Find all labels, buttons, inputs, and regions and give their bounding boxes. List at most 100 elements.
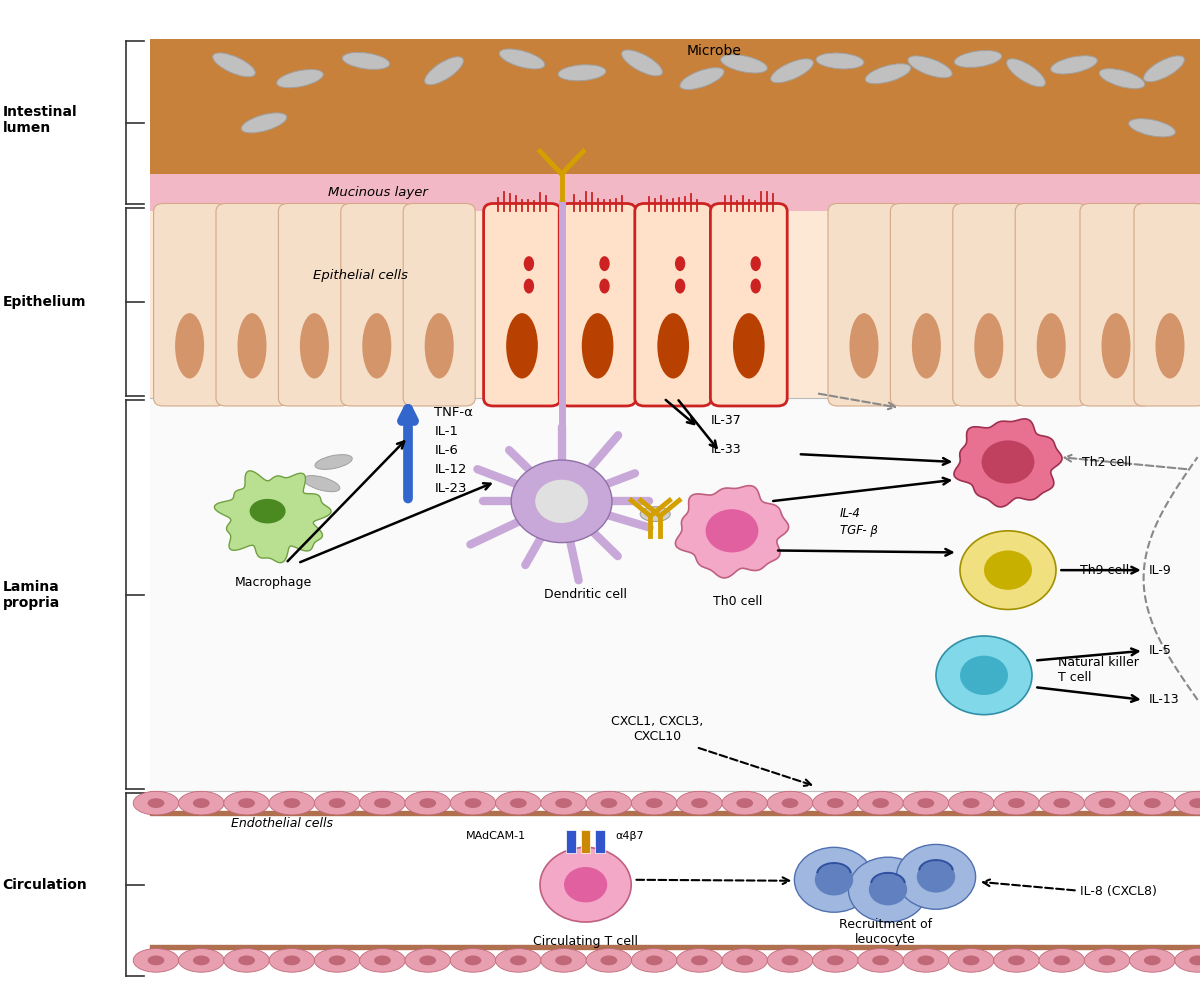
Ellipse shape: [269, 791, 314, 815]
Ellipse shape: [918, 798, 935, 808]
Circle shape: [848, 857, 928, 922]
Text: Microbe: Microbe: [686, 44, 742, 58]
Ellipse shape: [600, 798, 617, 808]
Ellipse shape: [556, 798, 572, 808]
FancyBboxPatch shape: [403, 203, 475, 406]
Ellipse shape: [342, 52, 390, 70]
Ellipse shape: [918, 955, 935, 965]
Circle shape: [511, 460, 612, 543]
Ellipse shape: [948, 791, 994, 815]
Ellipse shape: [1051, 56, 1097, 74]
Circle shape: [794, 847, 874, 912]
Ellipse shape: [558, 65, 606, 81]
Text: Circulation: Circulation: [2, 878, 88, 892]
Ellipse shape: [419, 798, 436, 808]
Ellipse shape: [314, 454, 353, 470]
Ellipse shape: [1054, 798, 1070, 808]
Text: IL-33: IL-33: [710, 442, 742, 456]
Ellipse shape: [1175, 949, 1200, 972]
Polygon shape: [676, 486, 788, 578]
Polygon shape: [954, 419, 1062, 507]
FancyBboxPatch shape: [484, 203, 560, 406]
Ellipse shape: [962, 955, 979, 965]
Ellipse shape: [1099, 69, 1145, 88]
Ellipse shape: [733, 314, 764, 378]
Ellipse shape: [646, 798, 662, 808]
Ellipse shape: [404, 791, 450, 815]
Ellipse shape: [827, 955, 844, 965]
Ellipse shape: [691, 955, 708, 965]
Ellipse shape: [599, 278, 610, 294]
Ellipse shape: [269, 949, 314, 972]
Circle shape: [982, 440, 1034, 484]
Ellipse shape: [1099, 798, 1116, 808]
Ellipse shape: [677, 949, 722, 972]
Ellipse shape: [133, 791, 179, 815]
Circle shape: [869, 874, 907, 905]
Ellipse shape: [179, 791, 224, 815]
Text: Circulating T cell: Circulating T cell: [533, 935, 638, 949]
Text: Recruitment of
leucocyte: Recruitment of leucocyte: [839, 918, 932, 946]
Ellipse shape: [1099, 955, 1116, 965]
Ellipse shape: [641, 507, 671, 521]
Ellipse shape: [499, 49, 545, 69]
Ellipse shape: [904, 791, 949, 815]
Text: IL-9: IL-9: [1148, 563, 1171, 577]
Ellipse shape: [1008, 798, 1025, 808]
Ellipse shape: [674, 278, 685, 294]
Ellipse shape: [781, 955, 798, 965]
Ellipse shape: [556, 955, 572, 965]
Ellipse shape: [510, 798, 527, 808]
Ellipse shape: [770, 59, 814, 83]
Ellipse shape: [283, 798, 300, 808]
Ellipse shape: [238, 798, 254, 808]
Ellipse shape: [404, 949, 450, 972]
Ellipse shape: [523, 257, 534, 271]
Ellipse shape: [1008, 955, 1025, 965]
Circle shape: [960, 531, 1056, 609]
Polygon shape: [215, 471, 331, 562]
Text: Natural killer
T cell: Natural killer T cell: [1058, 657, 1139, 684]
Ellipse shape: [464, 955, 481, 965]
Text: Epithelium: Epithelium: [2, 295, 86, 309]
Ellipse shape: [622, 50, 662, 76]
Ellipse shape: [680, 68, 724, 89]
FancyBboxPatch shape: [828, 203, 900, 406]
Text: TNF-α
IL-1
IL-6
IL-12
IL-23: TNF-α IL-1 IL-6 IL-12 IL-23: [434, 406, 473, 494]
Ellipse shape: [179, 949, 224, 972]
Ellipse shape: [1144, 955, 1160, 965]
Ellipse shape: [872, 955, 889, 965]
Ellipse shape: [674, 257, 685, 271]
FancyBboxPatch shape: [150, 398, 1200, 791]
Circle shape: [960, 656, 1008, 695]
Ellipse shape: [241, 113, 287, 133]
Ellipse shape: [1039, 791, 1085, 815]
Ellipse shape: [586, 949, 631, 972]
Ellipse shape: [767, 791, 812, 815]
Ellipse shape: [360, 791, 406, 815]
Ellipse shape: [646, 955, 662, 965]
Ellipse shape: [510, 955, 527, 965]
Text: Dendritic cell: Dendritic cell: [544, 588, 628, 602]
Ellipse shape: [722, 949, 768, 972]
Ellipse shape: [872, 798, 889, 808]
Text: Epithelial cells: Epithelial cells: [312, 268, 408, 282]
Ellipse shape: [908, 56, 952, 78]
FancyBboxPatch shape: [953, 203, 1025, 406]
Ellipse shape: [1189, 955, 1200, 965]
Ellipse shape: [250, 499, 286, 524]
Ellipse shape: [858, 949, 904, 972]
Ellipse shape: [954, 50, 1002, 68]
Ellipse shape: [1054, 955, 1070, 965]
Ellipse shape: [314, 949, 360, 972]
FancyBboxPatch shape: [150, 39, 1200, 206]
Circle shape: [936, 636, 1032, 715]
Ellipse shape: [506, 314, 538, 378]
Ellipse shape: [912, 314, 941, 378]
Text: IL-8 (CXCL8): IL-8 (CXCL8): [1080, 885, 1157, 898]
FancyBboxPatch shape: [559, 203, 636, 406]
FancyBboxPatch shape: [1080, 203, 1152, 406]
Ellipse shape: [238, 314, 266, 378]
Ellipse shape: [781, 798, 798, 808]
Ellipse shape: [1189, 798, 1200, 808]
